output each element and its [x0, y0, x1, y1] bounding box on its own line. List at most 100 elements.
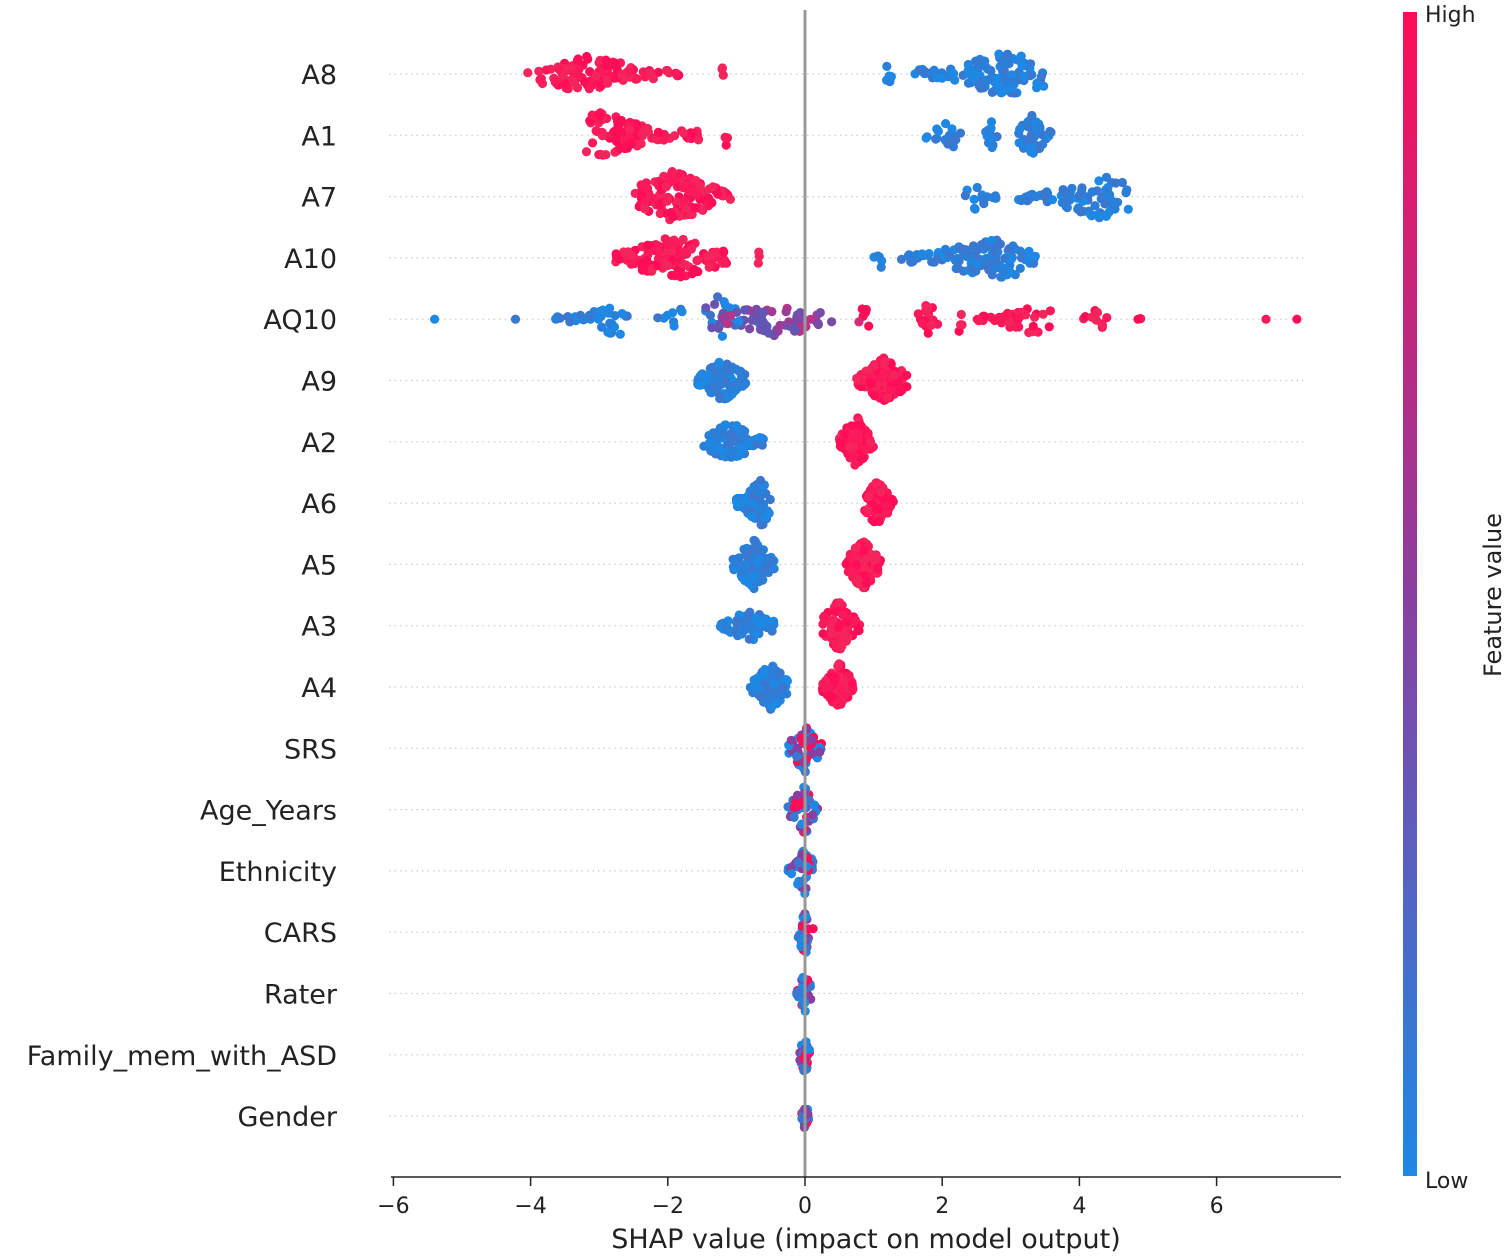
shap-point: [823, 681, 834, 692]
shap-point: [701, 303, 711, 313]
shap-point: [705, 310, 716, 320]
shap-point: [1067, 183, 1077, 193]
shap-point: [727, 430, 737, 440]
shap-point: [722, 133, 733, 143]
colorbar: High Low Feature value: [1403, 3, 1505, 1194]
shap-point: [786, 735, 796, 745]
shap-point: [614, 254, 624, 264]
shap-point: [737, 628, 747, 638]
shap-point: [679, 196, 690, 206]
shap-point: [541, 65, 551, 75]
shap-point: [1007, 70, 1017, 80]
shap-point: [732, 501, 743, 512]
shap-point: [1027, 110, 1037, 121]
shap-point: [1011, 322, 1021, 332]
feature-label-A3: A3: [301, 612, 337, 643]
shap-point: [758, 487, 769, 497]
shap-point: [1044, 322, 1054, 332]
shap-point: [1074, 191, 1084, 201]
shap-point: [669, 321, 679, 331]
shap-point: [663, 260, 673, 271]
shap-point: [973, 62, 983, 73]
colorbar-title: Feature value: [1479, 513, 1505, 677]
feature-label-AQ10: AQ10: [263, 305, 337, 336]
shap-point: [827, 629, 837, 639]
shap-point: [1121, 188, 1131, 198]
feature-label-A2: A2: [301, 428, 337, 459]
shap-point: [750, 536, 760, 546]
shap-point: [550, 77, 560, 87]
shap-point: [813, 319, 824, 330]
shap-point: [876, 262, 886, 272]
shap-point: [1026, 130, 1036, 140]
shap-point: [654, 200, 664, 210]
shap-points: [430, 49, 1302, 1132]
shap-point: [988, 140, 998, 150]
shap-point: [866, 437, 876, 447]
shap-point: [917, 318, 927, 328]
shap-point: [882, 393, 893, 403]
shap-point: [746, 621, 756, 631]
shap-point: [704, 262, 714, 272]
shap-point: [565, 317, 575, 327]
shap-point: [671, 68, 681, 78]
shap-point: [850, 460, 860, 470]
shap-point: [747, 511, 757, 522]
shap-point: [704, 438, 714, 448]
shap-point: [632, 74, 642, 84]
shap-point: [982, 242, 992, 252]
shap-point: [1045, 306, 1055, 316]
shap-point: [871, 555, 881, 565]
shap-point: [523, 68, 533, 78]
shap-point: [1015, 263, 1025, 273]
shap-point: [882, 61, 892, 71]
shap-point: [775, 668, 785, 678]
shap-point: [678, 247, 688, 257]
shap-point: [923, 303, 933, 313]
shap-point: [624, 67, 635, 77]
x-tick-label: −2: [652, 1194, 684, 1219]
shap-point: [792, 751, 802, 762]
shap-point: [969, 194, 979, 204]
shap-point: [789, 802, 799, 812]
shap-point: [761, 553, 771, 564]
shap-point: [723, 319, 733, 329]
shap-point: [979, 311, 989, 321]
shap-point: [972, 182, 982, 193]
shap-point: [808, 810, 818, 820]
shap-point: [662, 310, 673, 320]
shap-point: [719, 247, 729, 257]
shap-point: [1002, 49, 1013, 59]
shap-point: [794, 858, 804, 868]
shap-point: [840, 429, 850, 439]
shap-point: [865, 444, 875, 454]
shap-point: [566, 61, 576, 71]
shap-point: [757, 311, 767, 321]
shap-point: [581, 147, 592, 157]
shap-point: [827, 317, 837, 327]
feature-label-A5: A5: [301, 550, 337, 581]
x-tick-label: 6: [1210, 1194, 1224, 1219]
x-tick-label: −4: [514, 1194, 546, 1219]
shap-point: [989, 192, 1000, 202]
shap-point: [655, 208, 665, 219]
shap-point: [713, 189, 723, 199]
shap-point: [647, 193, 657, 203]
shap-point: [941, 119, 951, 129]
shap-point: [695, 380, 705, 390]
shap-point: [964, 61, 974, 72]
colorbar-gradient: [1403, 12, 1417, 1176]
x-axis-label: SHAP value (impact on model output): [611, 1224, 1121, 1255]
shap-point: [835, 437, 845, 447]
shap-point: [778, 682, 788, 692]
shap-point: [747, 499, 757, 509]
shap-point: [971, 266, 981, 276]
shap-point: [792, 988, 802, 998]
shap-point: [1035, 143, 1045, 153]
shap-point: [1016, 51, 1026, 61]
shap-point: [740, 305, 750, 315]
shap-point: [749, 483, 759, 493]
colorbar-low-label: Low: [1425, 1169, 1468, 1194]
shap-point: [1077, 183, 1087, 193]
shap-point: [953, 263, 963, 273]
